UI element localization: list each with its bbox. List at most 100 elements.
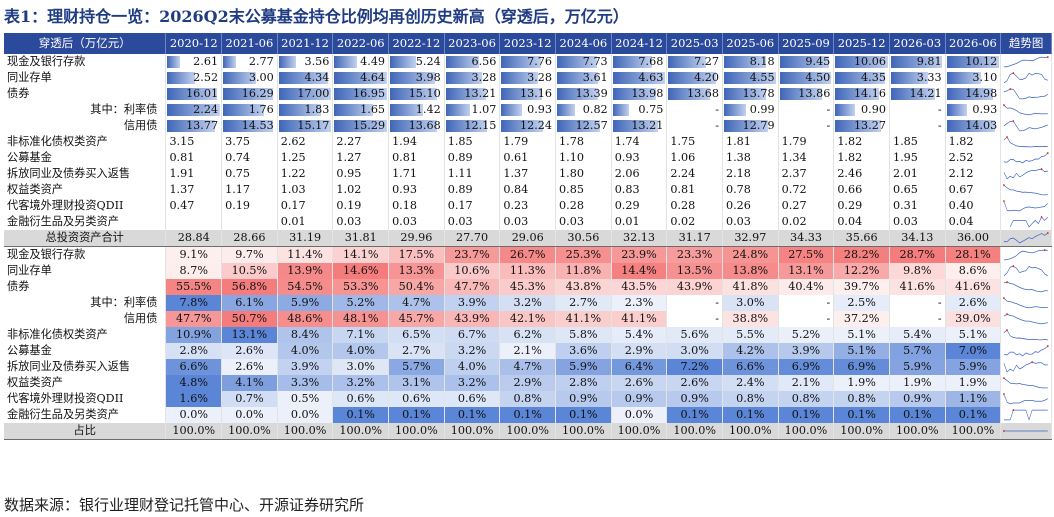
cell-value: 1.37	[169, 183, 195, 196]
value-cell: 26.7%	[499, 246, 557, 263]
cell-value: 0.1%	[457, 408, 487, 421]
value-cell: 2.61	[165, 54, 223, 70]
value-cell: 100.0%	[221, 423, 278, 440]
cell-value: 5.2%	[791, 328, 821, 341]
cell-value: 0.93	[972, 103, 998, 116]
sparkline-chart	[1010, 215, 1049, 228]
cell-value: 43.9%	[454, 312, 490, 325]
value-cell: 9.45	[778, 54, 835, 70]
value-cell: 1.25	[277, 150, 334, 166]
data-bar	[612, 56, 653, 68]
cell-value: 43.8%	[565, 280, 602, 293]
table-header-row: 穿透后（万亿元） 2020-12 2021-06 2021-12 2022-06 2022…	[4, 33, 1052, 54]
cell-value: 17.00	[297, 87, 330, 100]
data-bar	[946, 120, 995, 132]
data-bar	[501, 104, 523, 116]
amount-row: 代客境外理财投资QDII 0.47 0.19 0.17 0.19 0.18 0.17 0.23…	[4, 198, 1052, 214]
data-bar	[278, 72, 328, 84]
value-cell: 14.4%	[611, 263, 668, 279]
cell-value: 13.68	[686, 87, 719, 100]
cell-value: 5.9%	[903, 360, 932, 373]
cell-value: 13.98	[631, 87, 664, 100]
table-body: 现金及银行存款 2.61 2.77 3.56 4.49 5.24 6.56 7.76 7.73 7…	[4, 54, 1052, 440]
value-cell: 15.17	[277, 118, 334, 134]
cell-value: 3.9%	[290, 360, 320, 373]
value-cell: 28.2%	[833, 246, 890, 263]
value-cell: 3.2%	[444, 343, 501, 359]
value-cell: 2.5%	[833, 295, 890, 311]
cell-value: 53.3%	[342, 280, 379, 293]
sparkline-max-marker	[1031, 360, 1034, 364]
sparkline-line	[1004, 313, 1049, 325]
sparkline-line	[1004, 120, 1049, 132]
cell-value: 41.8%	[732, 280, 769, 293]
cell-value: 47.7%	[454, 280, 490, 293]
sparkline-line	[1003, 393, 1049, 405]
amount-row: 债券 16.01 16.29 17.00 16.95 15.10 13.21 13.16 13.…	[4, 86, 1052, 102]
cell-value: 11.8%	[565, 264, 602, 277]
cell-value: 1.22	[280, 167, 306, 180]
data-bar	[724, 72, 776, 84]
value-cell: 7.73	[555, 54, 612, 70]
cell-value: 6.7%	[457, 328, 487, 341]
cell-value: 1.85	[892, 135, 918, 148]
value-cell: 4.8%	[165, 375, 223, 391]
value-cell: 14.16	[833, 86, 890, 102]
value-cell: 16.29	[221, 86, 278, 102]
trend-cell	[1000, 214, 1052, 230]
row-label: 公募基金	[4, 343, 167, 359]
cell-value: 0.84	[503, 183, 529, 196]
value-cell: 1.76	[221, 102, 278, 118]
value-cell: 0.81	[388, 150, 445, 166]
cell-value: 1.10	[559, 151, 584, 164]
sparkline-max-marker	[1047, 151, 1049, 155]
cell-value: 2.5%	[847, 296, 876, 309]
value-cell: 0.28	[666, 198, 723, 214]
data-bar	[946, 56, 1000, 68]
value-cell: 0.0%	[221, 407, 278, 423]
sparkline-line	[1004, 377, 1049, 389]
header-period-cell: 2025-06	[722, 33, 779, 54]
cell-value: 3.98	[415, 71, 441, 84]
data-bar	[167, 120, 215, 132]
cell-value: 0.78	[726, 183, 751, 196]
value-cell: 4.0%	[332, 343, 390, 359]
cell-value: 0.89	[447, 151, 473, 164]
cell-value: 41.1%	[621, 312, 657, 325]
cell-value: 1.82	[948, 135, 974, 148]
data-bar	[668, 88, 711, 100]
value-cell: 0.29	[833, 198, 890, 214]
value-cell: -	[889, 295, 946, 311]
value-cell: 0.9%	[555, 391, 612, 407]
sparkline-line	[1004, 281, 1049, 293]
cell-value: 14.4%	[621, 264, 657, 277]
data-bar	[779, 88, 823, 100]
sparkline-max-marker	[1044, 248, 1046, 252]
data-bar	[724, 88, 767, 100]
cell-value: 0.04	[837, 215, 863, 228]
trend-cell	[1000, 230, 1052, 247]
cell-value: 13.78	[742, 87, 775, 100]
cell-value: 0.29	[837, 199, 863, 212]
cell-value: 1.76	[248, 103, 274, 116]
cell-value: 2.62	[280, 135, 306, 148]
data-bar	[835, 88, 879, 100]
row-label: 债券	[4, 279, 167, 295]
cell-value: 1.06	[670, 151, 696, 164]
cell-value: -	[937, 103, 942, 116]
cell-value: 2.6%	[680, 376, 709, 389]
value-cell: 0.1%	[666, 407, 723, 423]
sparkline-line	[1004, 184, 1049, 196]
share-row: 占比 100.0% 100.0% 100.0% 100.0% 100.0% 100.0% 10…	[4, 423, 1052, 440]
data-bar	[390, 120, 437, 132]
value-cell: 0.17	[277, 198, 334, 214]
cell-value: 9.8%	[903, 264, 932, 277]
cell-value: 16.29	[241, 87, 274, 100]
cell-value: 7.68	[638, 55, 664, 68]
cell-value: 100.0%	[283, 424, 327, 437]
cell-value: 34.13	[901, 231, 934, 244]
cell-value: 0.1%	[513, 408, 542, 421]
trend-cell	[1000, 423, 1052, 440]
data-bar	[445, 88, 487, 100]
cell-value: 0.6%	[457, 392, 487, 405]
